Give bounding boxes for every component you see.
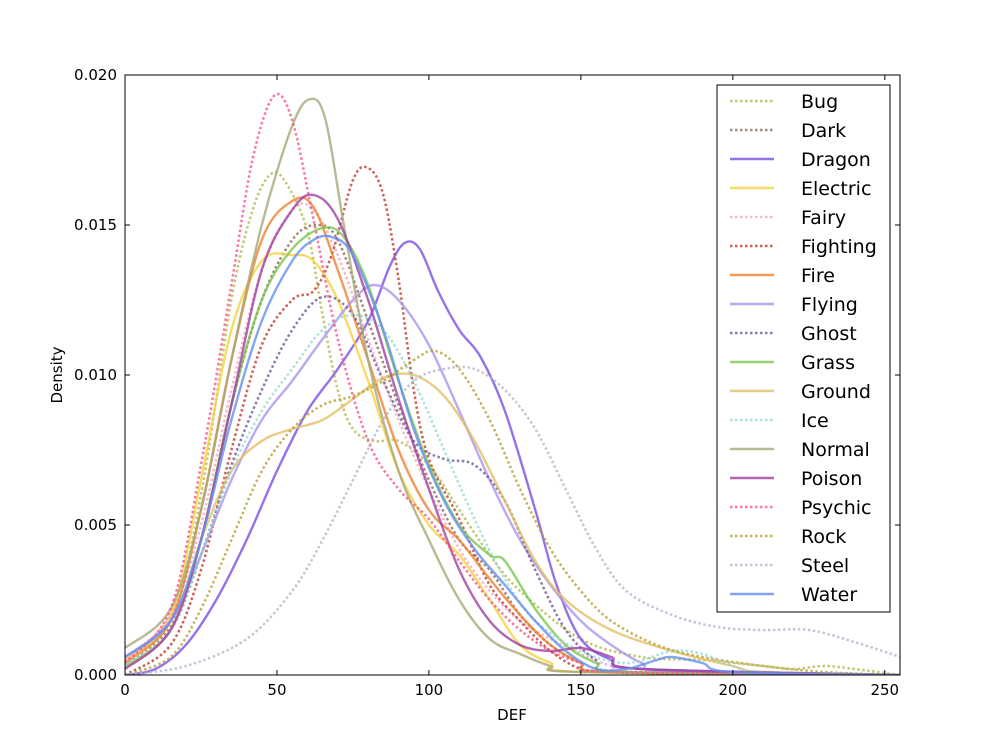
- y-axis-label: Density: [48, 346, 66, 403]
- legend-label-bug: Bug: [801, 91, 838, 113]
- y-tick-label: 0.000: [74, 666, 117, 684]
- x-tick-label: 0: [120, 681, 130, 699]
- series-line-normal: [125, 97, 900, 675]
- legend-label-normal: Normal: [801, 439, 870, 461]
- series-line-water: [125, 234, 900, 675]
- x-tick-label: 250: [870, 681, 899, 699]
- legend-label-water: Water: [801, 584, 857, 606]
- legend-label-grass: Grass: [801, 352, 855, 374]
- x-axis-label: DEF: [497, 706, 527, 724]
- legend-label-fire: Fire: [801, 265, 835, 287]
- legend-label-steel: Steel: [801, 555, 849, 577]
- legend-label-electric: Electric: [801, 178, 871, 200]
- legend-label-rock: Rock: [801, 526, 846, 548]
- series-line-poison: [125, 193, 900, 675]
- legend-box: [716, 84, 891, 613]
- y-tick-label: 0.010: [74, 366, 117, 384]
- legend-label-dark: Dark: [801, 120, 846, 142]
- series-line-fairy: [125, 202, 900, 675]
- y-tick-label: 0.005: [74, 516, 117, 534]
- x-tick-label: 50: [267, 681, 286, 699]
- ticks-layer: 0 50 100 150 200 250 0.000 0.005 0.010 0.015 0.020: [74, 66, 900, 699]
- x-tick-label: 200: [719, 681, 748, 699]
- legend-label-psychic: Psychic: [801, 497, 871, 519]
- series-line-flying: [125, 283, 900, 675]
- y-tick-label: 0.015: [74, 216, 117, 234]
- legend-label-ice: Ice: [801, 410, 829, 432]
- series-line-electric: [125, 252, 900, 675]
- series-line-bug: [125, 170, 900, 675]
- legend-label-ghost: Ghost: [801, 323, 857, 345]
- series-line-ice: [125, 313, 900, 675]
- legend-label-fighting: Fighting: [801, 236, 877, 258]
- series-line-steel: [125, 365, 900, 675]
- series-line-rock: [125, 349, 900, 675]
- series-line-psychic: [125, 92, 900, 675]
- legend-label-flying: Flying: [801, 294, 858, 316]
- series-line-dragon: [125, 240, 900, 675]
- legend-label-ground: Ground: [801, 381, 871, 403]
- series-line-fighting: [125, 165, 900, 675]
- legend-label-poison: Poison: [801, 468, 862, 490]
- y-tick-label: 0.020: [74, 66, 117, 84]
- x-tick-label: 100: [415, 681, 444, 699]
- legend-label-dragon: Dragon: [801, 149, 871, 171]
- series-layer: [125, 92, 900, 675]
- legend-label-fairy: Fairy: [801, 207, 846, 229]
- x-tick-label: 150: [567, 681, 596, 699]
- legend: Bug Dark Dragon Electric Fairy Fighting Fire Fl…: [716, 84, 891, 613]
